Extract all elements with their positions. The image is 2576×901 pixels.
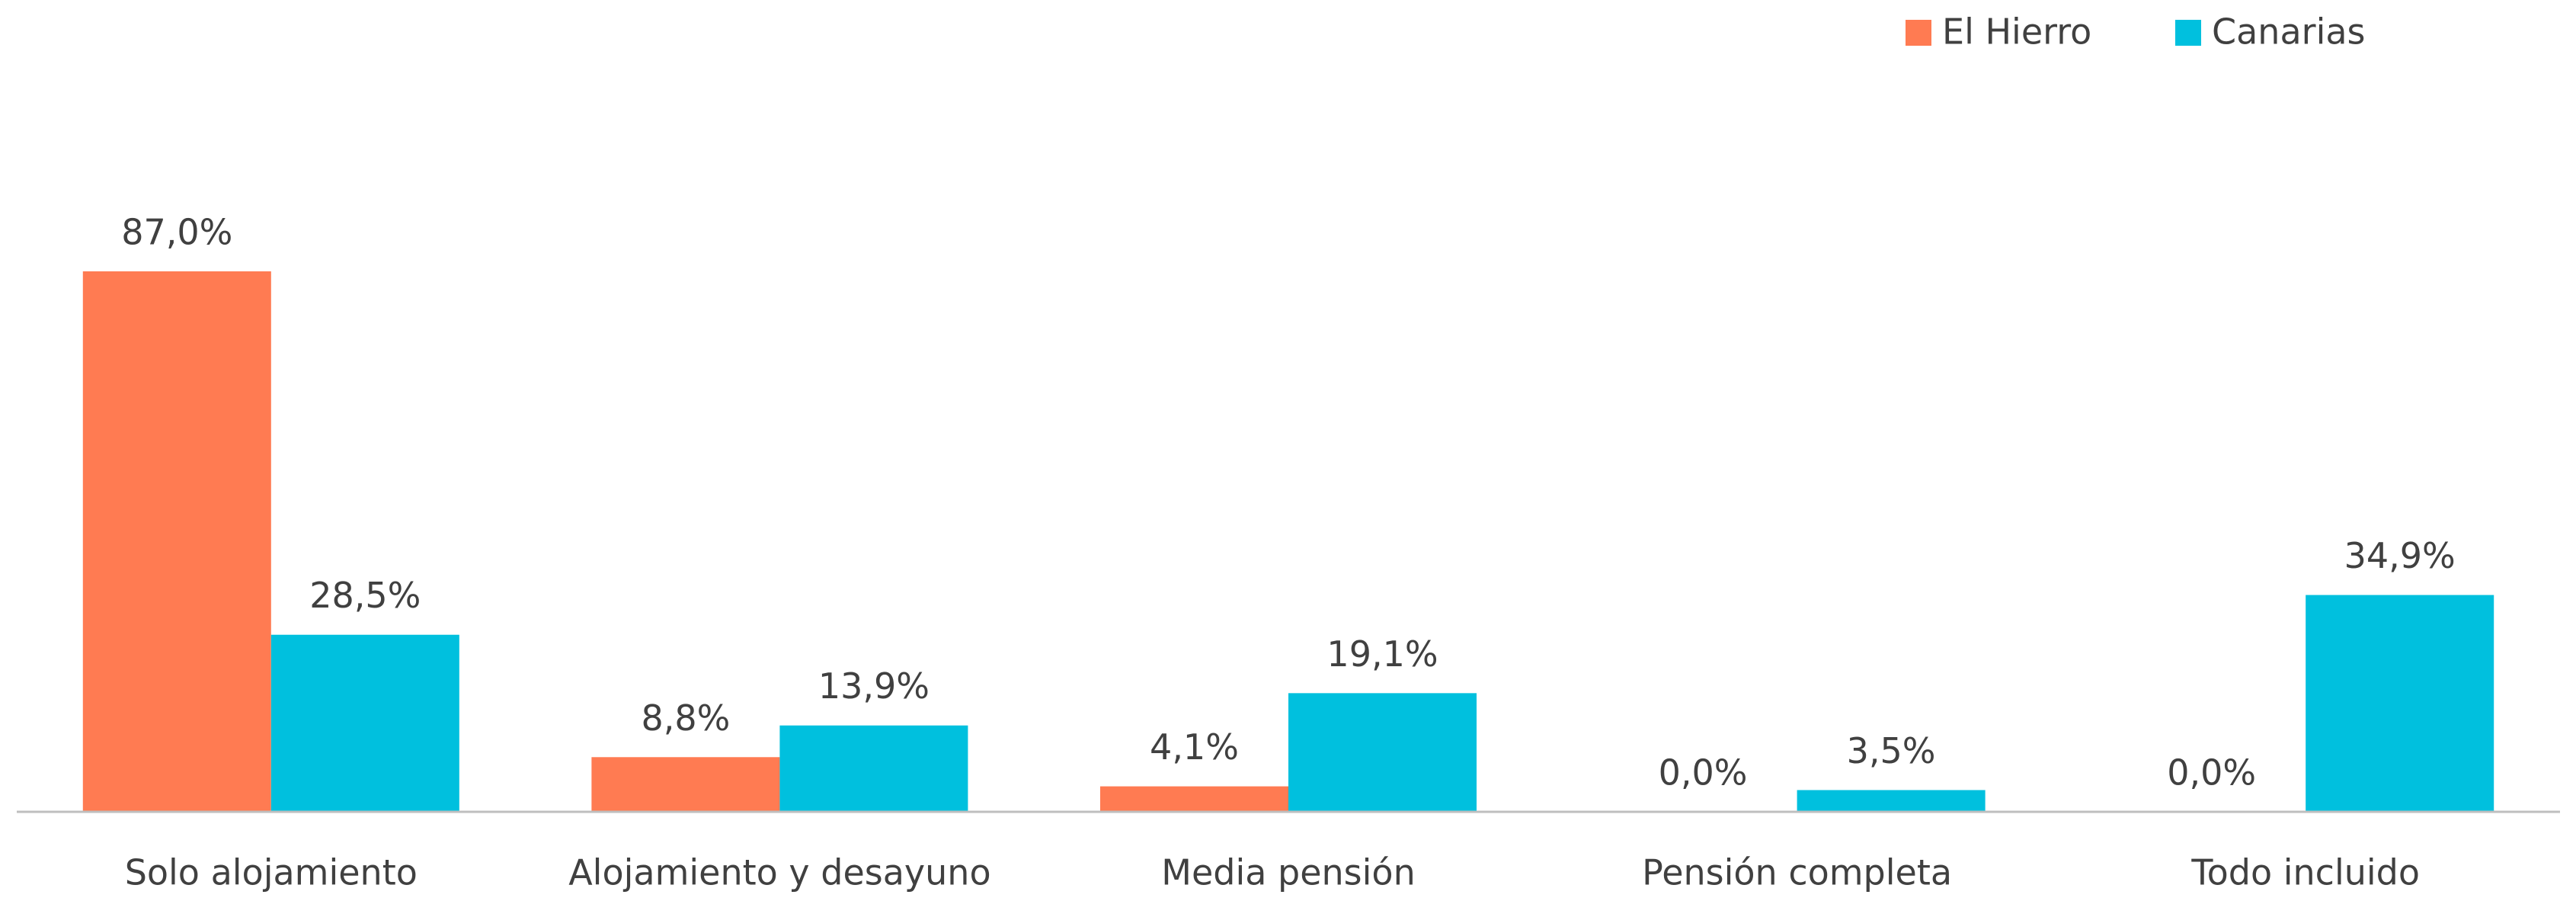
bar [1797,790,1986,812]
x-tick-label: Solo alojamiento [125,852,418,893]
x-tick-label: Todo incluido [2190,852,2420,893]
legend-label: El Hierro [1942,11,2091,53]
data-label: 34,9% [2344,535,2456,576]
bar [779,725,968,812]
data-label: 0,0% [2167,752,2256,794]
bar [1099,786,1288,812]
data-label: 28,5% [309,575,421,616]
legend-label: Canarias [2212,11,2366,53]
data-label: 4,1% [1150,726,1239,768]
bar [1288,693,1477,812]
x-tick-label: Pensión completa [1642,852,1952,893]
bar [270,634,459,812]
data-label: 13,9% [818,665,930,707]
x-tick-label: Media pensión [1161,852,1415,893]
bar [591,757,780,812]
legend-swatch [2175,20,2201,46]
data-label: 19,1% [1326,633,1438,675]
data-label: 3,5% [1847,730,1936,771]
data-label: 0,0% [1659,752,1748,794]
data-label: 8,8% [641,697,730,739]
x-tick-label: Alojamiento y desayuno [568,852,990,893]
bar [82,271,271,812]
bar [2306,595,2494,812]
legend-swatch [1906,20,1931,46]
data-label: 87,0% [121,211,232,252]
